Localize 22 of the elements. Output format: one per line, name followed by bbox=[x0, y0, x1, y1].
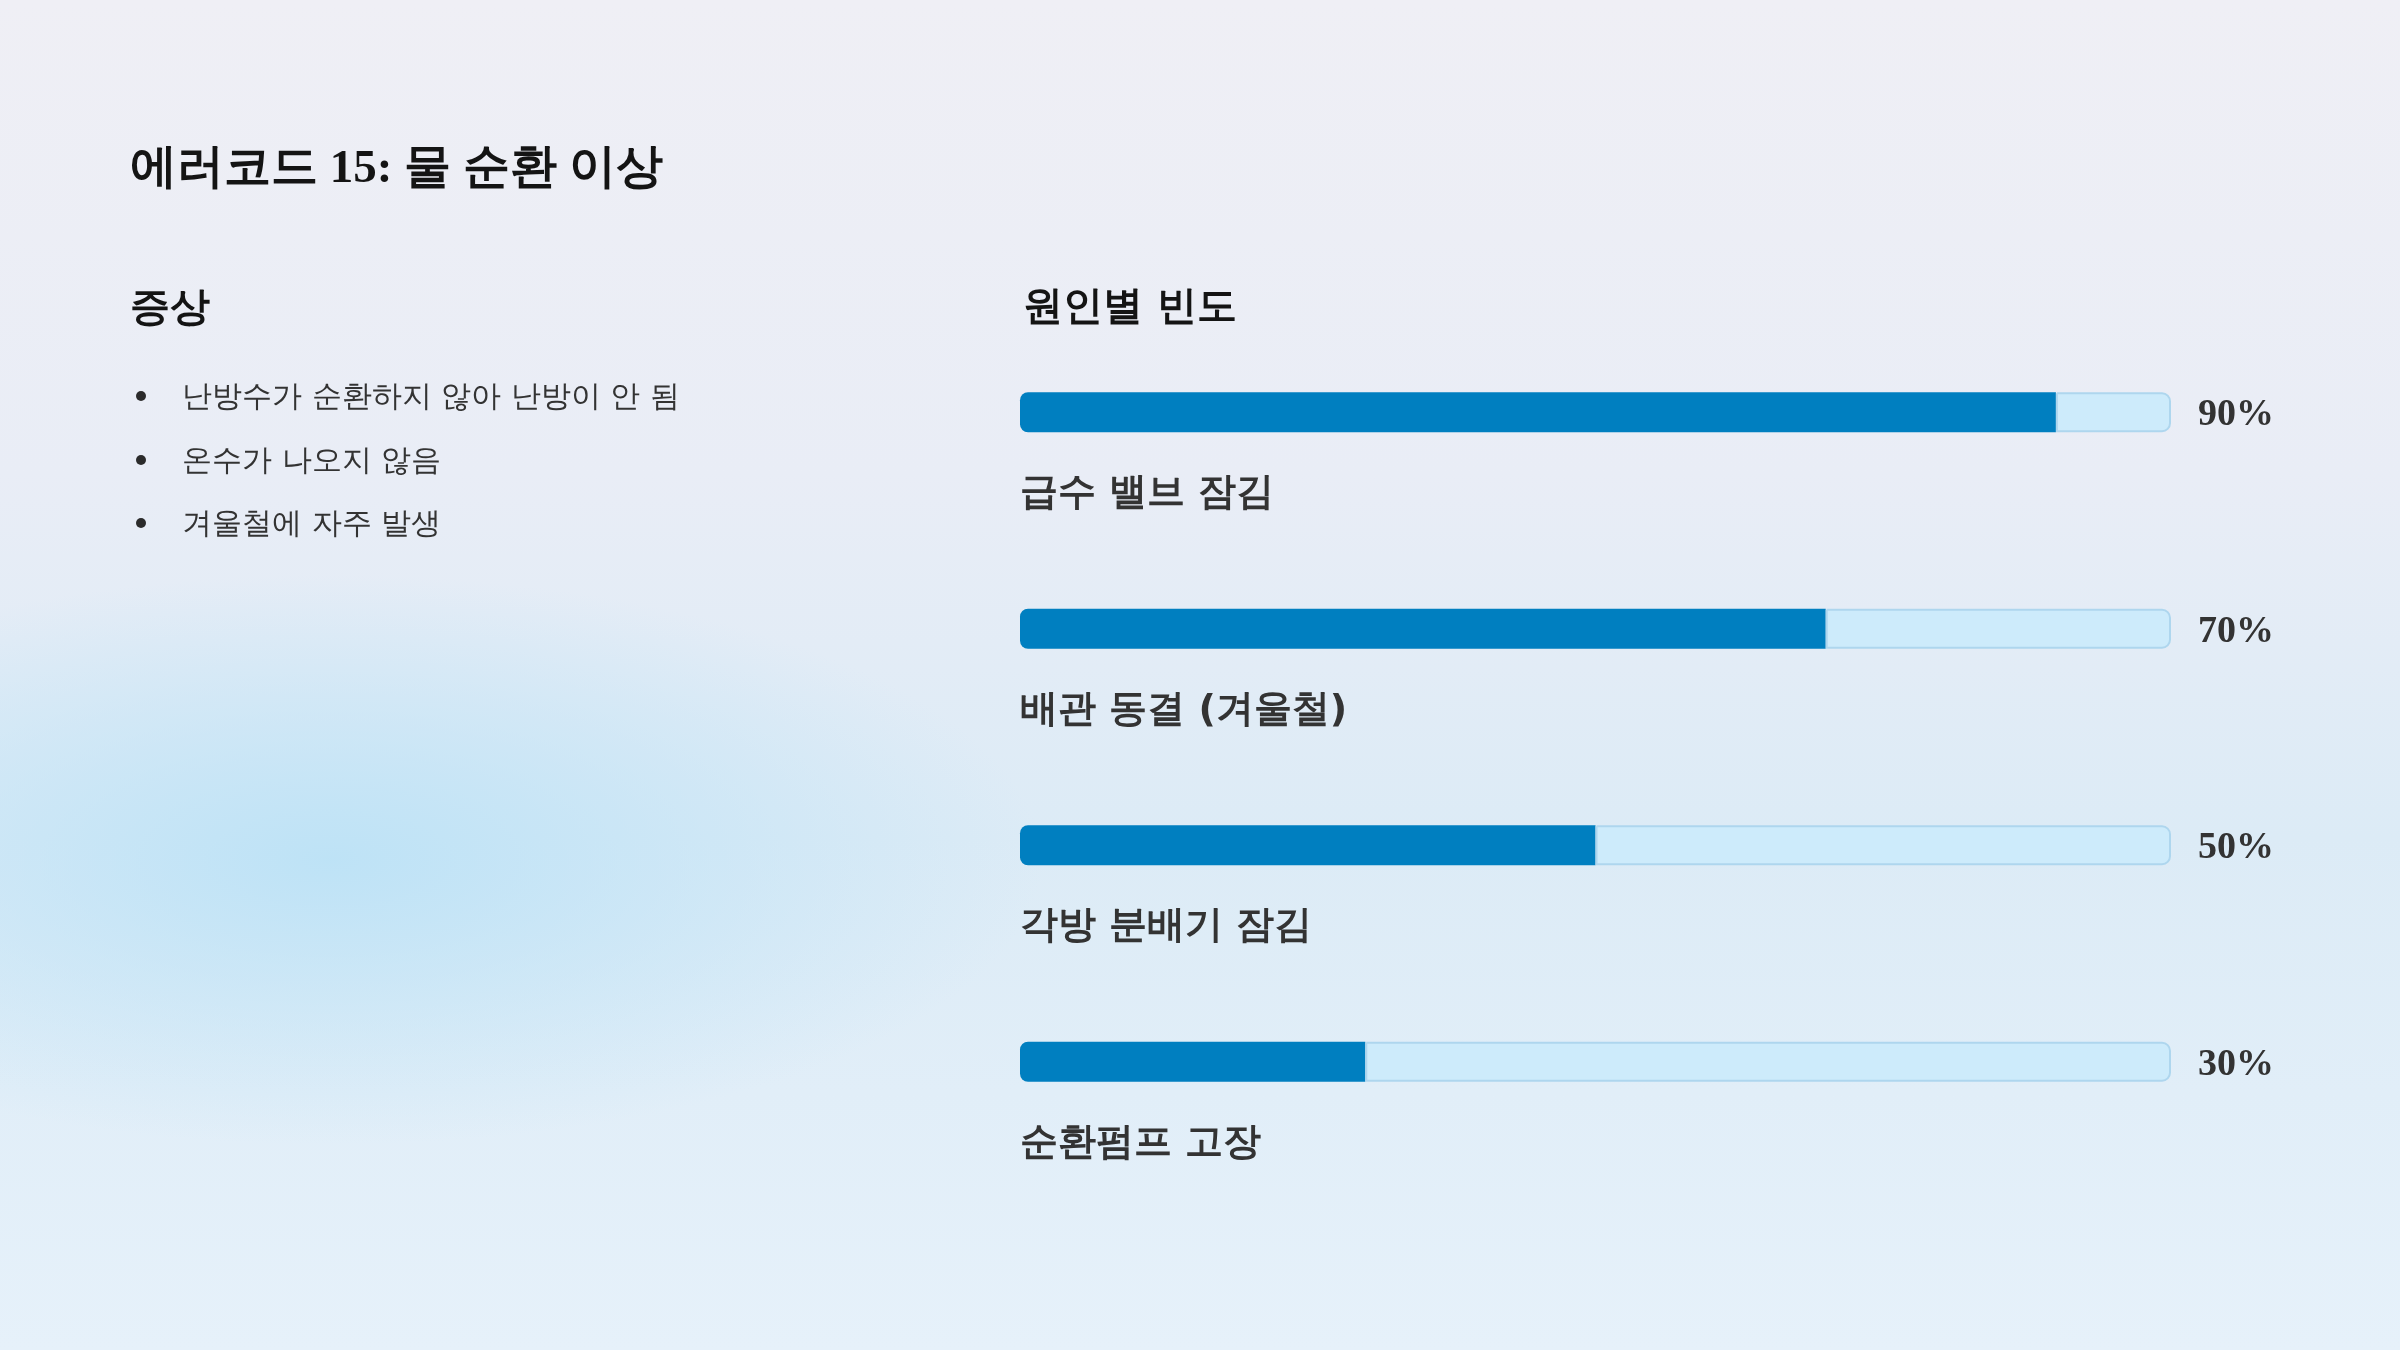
data-label: 30% bbox=[2198, 1040, 2274, 1083]
text: 난방수가 순환하지 않아 난방이 안 됨 bbox=[182, 377, 680, 415]
y-tick-label: 각방 분배기 잠김 bbox=[1020, 902, 1313, 947]
chart-title: 원인별 빈도 bbox=[1023, 282, 1237, 328]
y-tick-label: 급수 밸브 잠김 bbox=[1020, 469, 1275, 514]
bar bbox=[1020, 392, 2056, 433]
y-tick-label: 배관 동결 (겨울철) bbox=[1020, 685, 1348, 730]
bar bbox=[1825, 608, 2171, 649]
text: 온수가 나오지 않음 bbox=[182, 440, 442, 479]
bar bbox=[1020, 1041, 1366, 1082]
bar bbox=[1365, 1041, 2171, 1082]
text: 겨울철에 자주 발생 bbox=[182, 504, 442, 542]
bar bbox=[1020, 608, 1826, 649]
data-label: 70% bbox=[2198, 607, 2274, 650]
text: 증상 bbox=[130, 282, 210, 331]
bar bbox=[1020, 825, 1596, 866]
y-tick-label: 순환펌프 고장 bbox=[1020, 1118, 1262, 1163]
data-label: 90% bbox=[2198, 391, 2274, 434]
data-label: 50% bbox=[2198, 824, 2274, 867]
bar bbox=[1595, 825, 2171, 866]
text: 에러코드 15: 물 순환 이상 bbox=[130, 139, 663, 194]
bar bbox=[2055, 392, 2171, 433]
